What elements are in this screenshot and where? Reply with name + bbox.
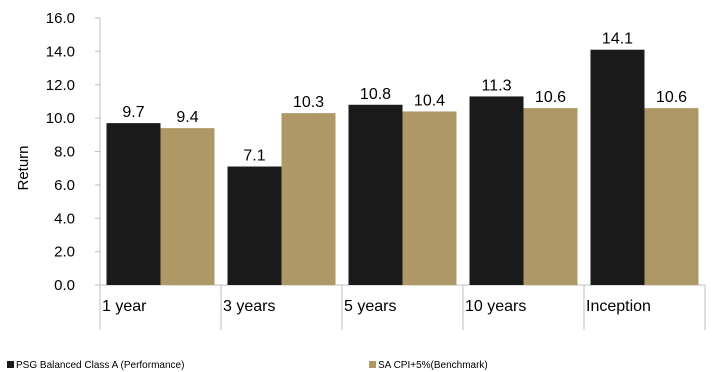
y-tick-label: 16.0 [46, 10, 75, 27]
data-label: 10.8 [360, 86, 391, 103]
data-labels: 9.7 9.4 7.1 10.3 10.8 10.4 11.3 10.6 14.1 10.6 [122, 31, 687, 165]
data-label: 10.6 [535, 89, 566, 106]
bar [523, 108, 578, 285]
x-category-label: 1 year [102, 298, 147, 315]
bar [402, 111, 457, 285]
bar [590, 49, 645, 285]
legend-swatch [369, 361, 376, 368]
y-tick-label: 2.0 [54, 244, 75, 261]
data-label: 11.3 [482, 77, 512, 94]
bar [227, 166, 282, 285]
bars [106, 49, 699, 286]
data-label: 14.1 [602, 31, 633, 48]
x-category-label: Inception [586, 298, 651, 315]
bar [469, 96, 524, 286]
data-label: 9.7 [122, 104, 144, 121]
y-tick-label: 0.0 [54, 277, 75, 294]
y-tick-label: 8.0 [54, 144, 75, 161]
data-label: 10.4 [414, 92, 445, 109]
legend-label: SA CPI+5%(Benchmark) [378, 360, 488, 371]
y-tick-label: 4.0 [54, 210, 75, 227]
bar [348, 104, 403, 286]
legend-label: PSG Balanced Class A (Performance) [16, 360, 184, 371]
data-label: 9.4 [176, 109, 198, 126]
bar [644, 108, 699, 285]
x-category-label: 3 years [223, 298, 275, 315]
category-labels: 1 year 3 years 5 years 10 years Inception [102, 298, 651, 315]
data-label: 7.1 [243, 148, 265, 165]
bar [281, 113, 336, 286]
bar [160, 128, 215, 285]
data-label: 10.3 [293, 94, 324, 111]
y-tick-label: 6.0 [54, 177, 75, 194]
legend: PSG Balanced Class A (Performance) SA CPI… [7, 360, 488, 371]
x-category-label: 10 years [465, 298, 526, 315]
y-tick-labels: 0.0 2.0 4.0 6.0 8.0 10.0 12.0 14.0 16.0 [46, 10, 75, 294]
y-axis-title: Return [15, 145, 32, 190]
y-tick-label: 14.0 [46, 43, 75, 60]
bar [106, 123, 161, 285]
y-tick-label: 12.0 [46, 77, 75, 94]
legend-swatch [7, 361, 14, 368]
y-tick-label: 10.0 [46, 110, 75, 127]
x-category-label: 5 years [344, 298, 396, 315]
data-label: 10.6 [656, 89, 687, 106]
